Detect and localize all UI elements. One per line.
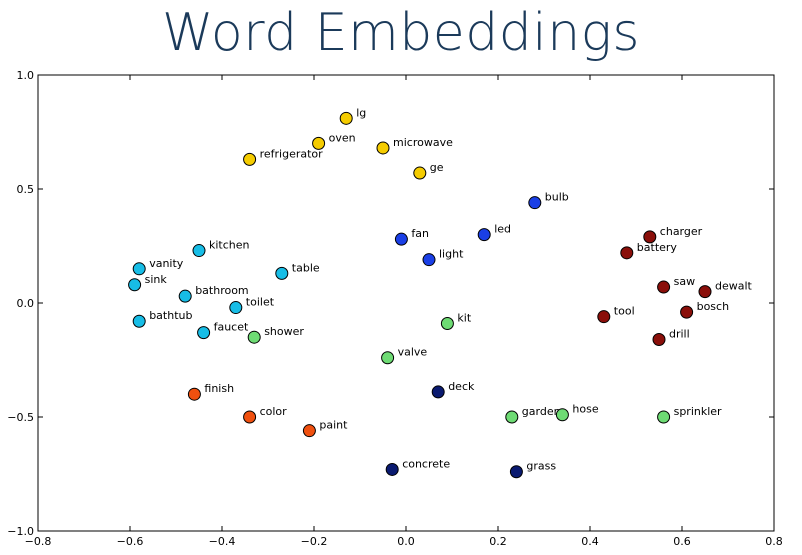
y-tick-label: 0.5 [17,183,35,196]
data-point [339,111,353,125]
x-tick-label: −0.6 [117,535,144,548]
x-tick-label: −0.2 [301,535,328,548]
data-point [657,410,671,424]
data-point [394,232,408,246]
data-point [243,152,257,166]
data-point [413,166,427,180]
point-label: grass [526,460,556,473]
point-label: finish [204,382,234,395]
point-label: bathtub [149,309,192,322]
x-tick-label: −0.4 [209,535,236,548]
point-label: sprinkler [674,405,722,418]
data-point [680,305,694,319]
data-point [275,266,289,280]
point-label: bulb [545,191,569,204]
data-point [247,330,261,344]
x-tick-label: 0.8 [765,535,783,548]
point-label: hose [572,403,598,416]
point-label: deck [448,380,475,393]
point-label: bosch [697,300,729,313]
x-tick-label: 0.4 [581,535,599,548]
point-label: bathroom [195,284,248,297]
data-point [643,230,657,244]
y-tick-label: −1.0 [7,525,34,538]
data-point [555,408,569,422]
point-label: saw [674,275,695,288]
point-label: led [494,223,511,236]
point-label: color [260,405,288,418]
data-point [187,387,201,401]
data-point [652,332,666,346]
point-label: garden [522,405,561,418]
axis-ticks: −0.8 −0.6 −0.4 −0.2 0.0 0.2 0.4 0.6 0.8 −1.0 −0.5 0… [7,69,782,548]
point-label: refrigerator [260,147,324,160]
data-point [197,326,211,340]
x-tick-label: 0.6 [673,535,691,548]
data-point [376,141,390,155]
data-point [509,465,523,479]
data-point [385,462,399,476]
point-label: kit [457,312,471,325]
point-label: vanity [149,257,184,270]
x-tick-label: 0.2 [489,535,507,548]
data-point [128,278,142,292]
y-tick-label: 1.0 [17,69,35,82]
x-tick-label: −0.8 [25,535,52,548]
data-point [192,244,206,258]
point-label: battery [637,241,678,254]
plot-area [37,74,775,532]
point-label: paint [319,419,348,432]
data-point [132,314,146,328]
point-label: concrete [402,457,450,470]
point-label: ge [430,161,444,174]
data-point [243,410,257,424]
point-label: faucet [214,321,249,334]
data-point [505,410,519,424]
data-point [477,228,491,242]
data-point [381,351,395,365]
data-point [132,262,146,276]
point-label: oven [329,131,356,144]
data-point [620,246,634,260]
point-label: lg [356,106,366,119]
point-label: kitchen [209,239,250,252]
data-point [422,253,436,267]
y-tick-label: −0.5 [7,411,34,424]
data-point [528,196,542,210]
chart-title: Word Embeddings [162,3,640,63]
point-label: charger [660,225,703,238]
data-point [657,280,671,294]
x-tick-label: 0.0 [397,535,415,548]
data-point [597,310,611,324]
point-label: dewalt [715,280,753,293]
data-point [312,136,326,150]
data-point [229,301,243,315]
point-label: tool [614,305,635,318]
y-tick-label: 0.0 [17,297,35,310]
point-label: table [292,261,320,274]
point-label: sink [145,273,168,286]
point-label: shower [264,325,304,338]
point-label: toilet [246,296,275,309]
data-point [302,424,316,438]
point-label: light [439,248,464,261]
point-label: drill [669,327,690,340]
data-point [440,317,454,331]
point-label: microwave [393,136,453,149]
point-label: valve [398,346,428,359]
data-point [431,385,445,399]
point-label: fan [411,227,429,240]
data-point [698,285,712,299]
data-point [178,289,192,303]
